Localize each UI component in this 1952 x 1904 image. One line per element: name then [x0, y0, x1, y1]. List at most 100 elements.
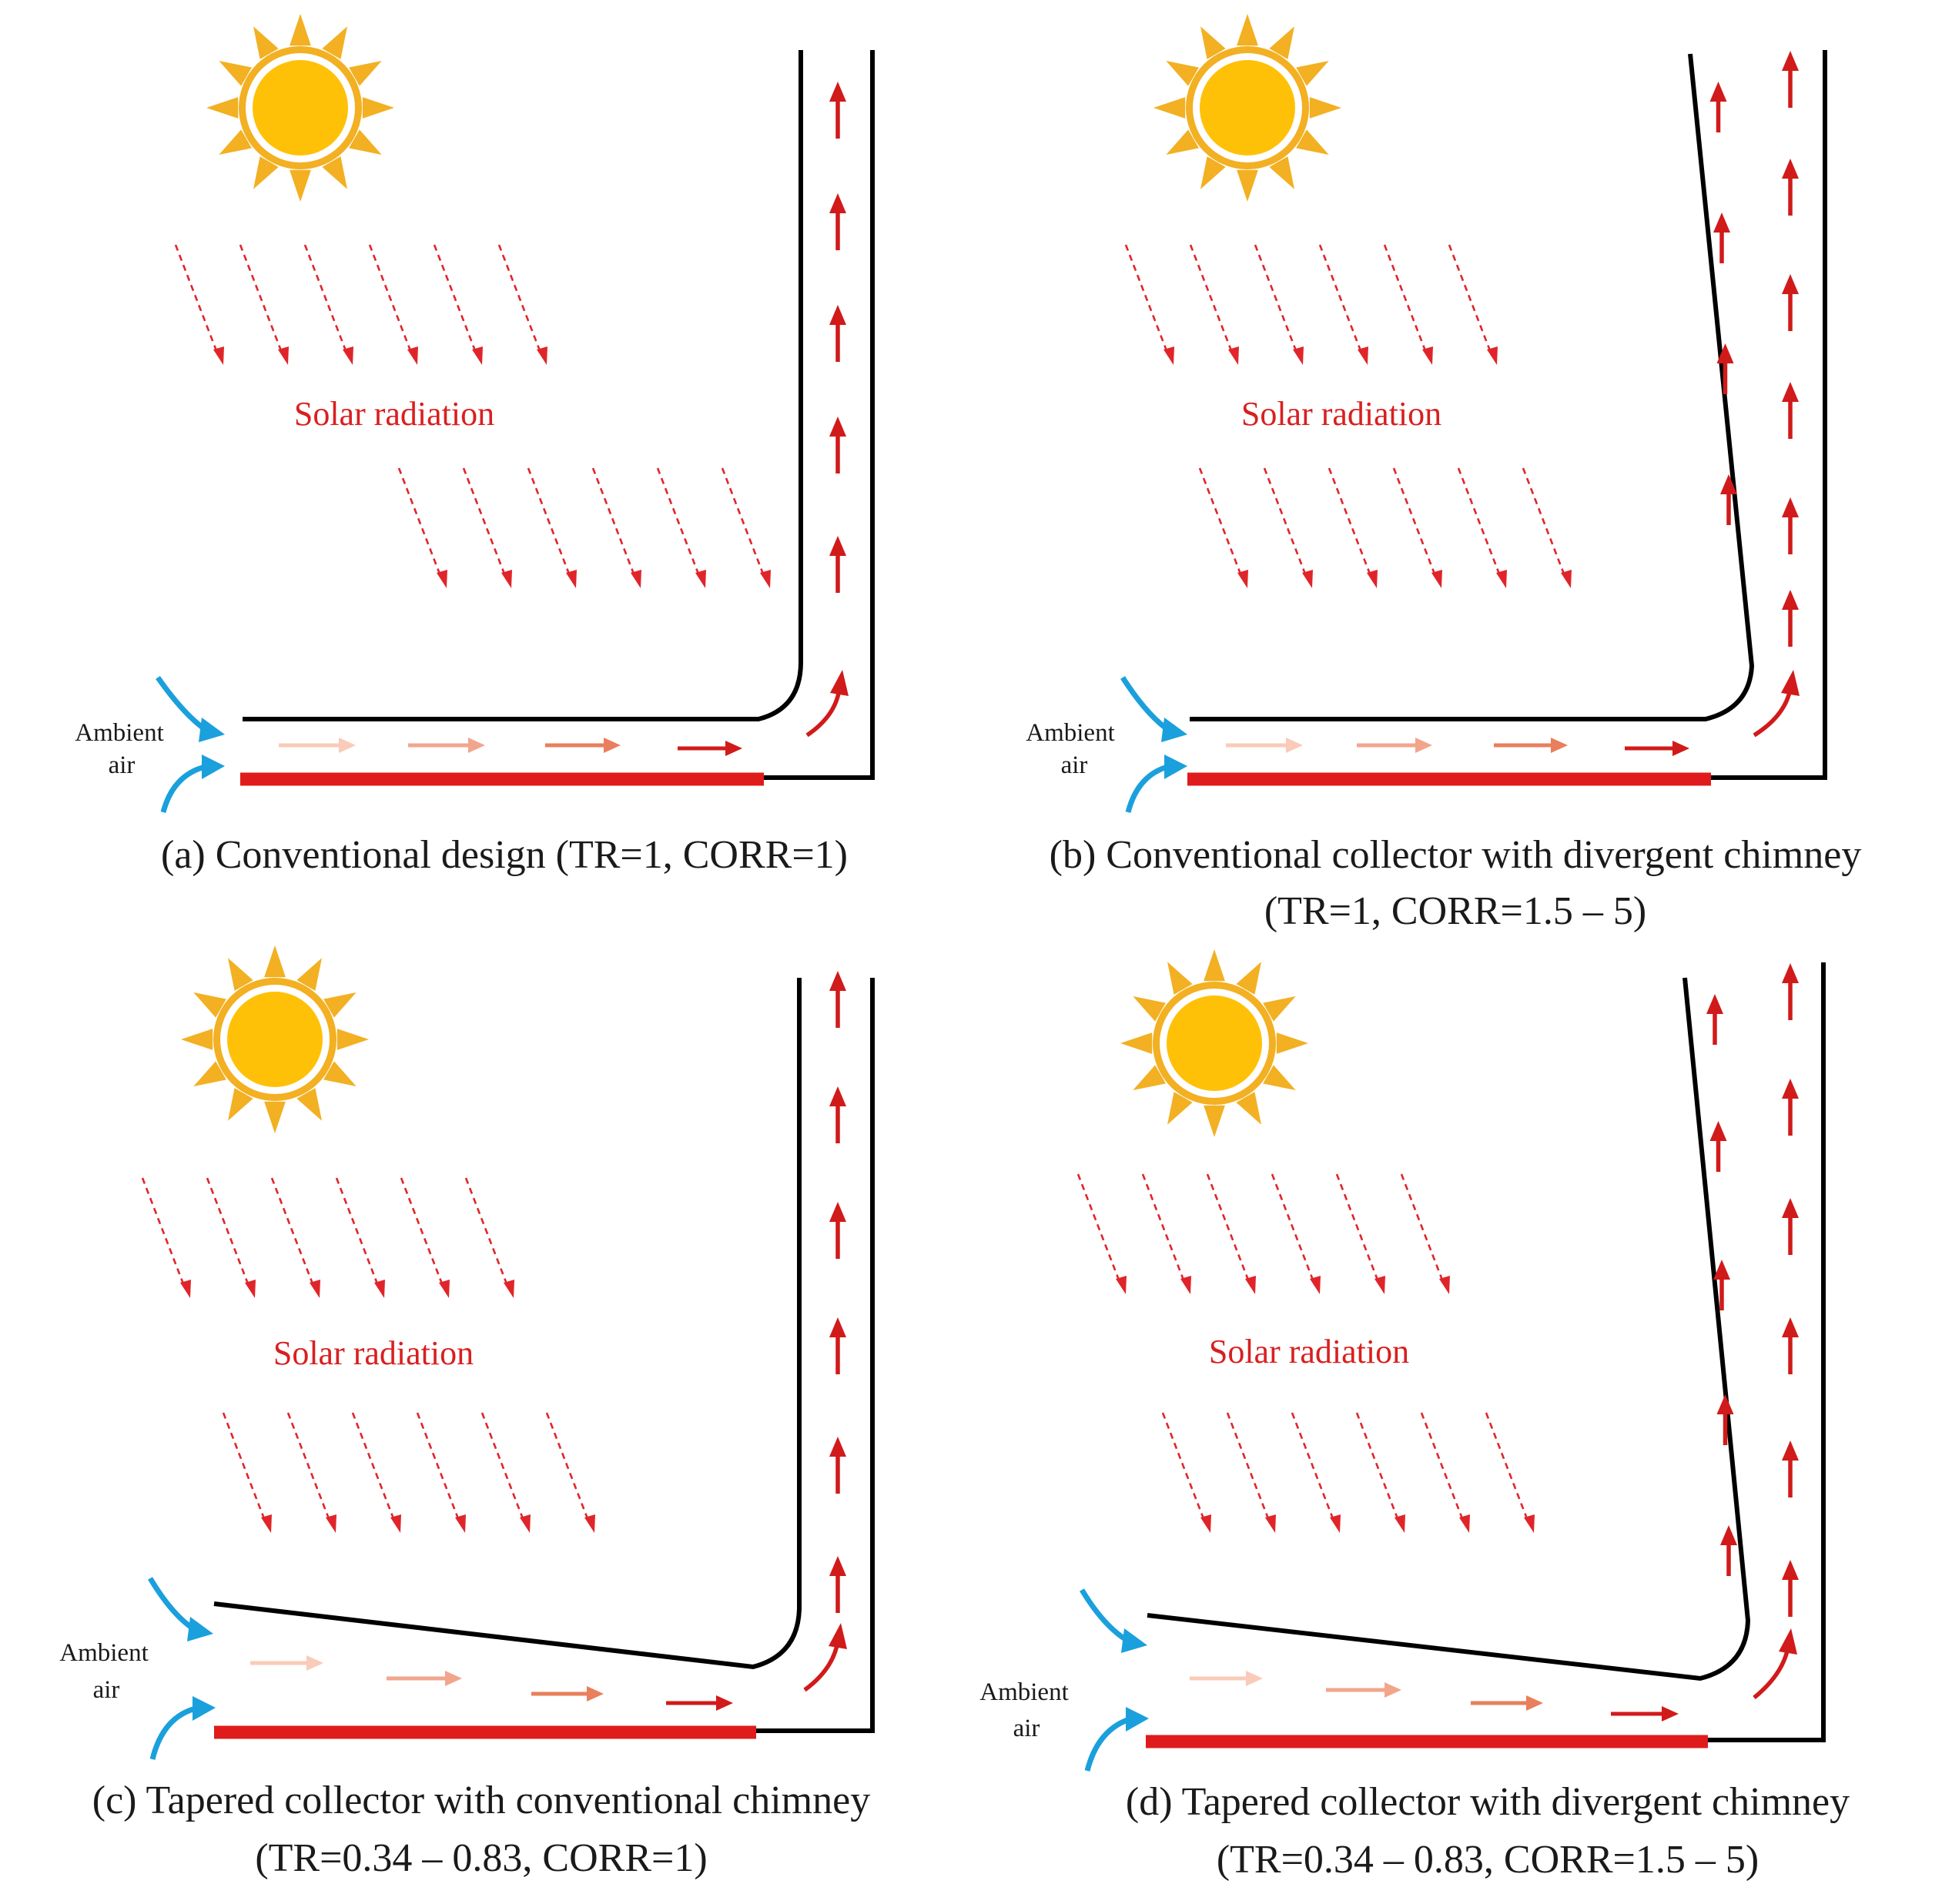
caption-line-1: (c) Tapered collector with conventional … — [92, 1779, 870, 1822]
radiation-arrow-icon — [1522, 467, 1566, 577]
ambient-air-label-2: air — [109, 751, 136, 779]
sun-ray — [206, 97, 239, 119]
sun-ray — [1309, 97, 1341, 119]
radiation-arrow-icon — [303, 244, 348, 353]
sun-ray — [1276, 1032, 1308, 1054]
radiation-arrow-icon — [1335, 1173, 1380, 1283]
sun-ray — [1167, 1092, 1193, 1125]
ambient-air-arrows — [1120, 676, 1187, 813]
panel-b: Solar radiation Ambient air (b) Conventi… — [1026, 14, 1861, 933]
sun-ray — [1263, 996, 1296, 1022]
collector-roof — [1147, 977, 1751, 1681]
sun-ray — [323, 992, 357, 1018]
chimney-outer-wall — [762, 50, 875, 780]
caption-line-1: (a) Conventional design (TR=1, CORR=1) — [161, 833, 848, 877]
ambient-air-label: Ambient — [59, 1639, 148, 1667]
ambient-air-arrows — [156, 675, 225, 813]
sun-core — [227, 992, 323, 1087]
radiation-arrow-icon — [527, 467, 571, 577]
radiation-arrow-icon — [1448, 244, 1492, 353]
sun-ray — [1204, 1105, 1225, 1137]
ambient-air-label: Ambient — [979, 1678, 1068, 1706]
panel-a: Solar radiation Ambient air (a) Conventi… — [75, 14, 875, 877]
ambient-air-arrows — [1079, 1588, 1149, 1772]
solar-radiation-label: Solar radiation — [1241, 395, 1441, 433]
ambient-air-label-2: air — [1013, 1715, 1040, 1742]
sun-ray — [1133, 996, 1166, 1022]
panel-d: Solar radiation Ambient air (d) Tapered … — [979, 949, 1850, 1882]
sun-ray — [1237, 169, 1258, 202]
sun-ray — [1263, 1065, 1296, 1090]
radiation-arrow-icon — [545, 1412, 590, 1521]
sun-ray — [1166, 61, 1199, 86]
chimney-up-arrows-right — [1782, 963, 1799, 1617]
sun-ray — [1153, 97, 1186, 119]
chimney-up-arrows-left — [1709, 82, 1737, 525]
sun-ray — [1269, 26, 1294, 59]
sun-ray — [228, 958, 253, 991]
radiation-arrow-icon — [1392, 467, 1437, 577]
sun-ray — [1133, 1065, 1166, 1090]
radiation-arrow-icon — [174, 244, 219, 353]
chimney-up-arrows — [829, 82, 846, 593]
sun-ray — [322, 26, 347, 59]
sun-ray — [264, 1101, 286, 1133]
panel-c: Solar radiation Ambient air (c) Tapered … — [59, 945, 875, 1880]
caption-line-2: (TR=0.34 – 0.83, CORR=1) — [255, 1836, 707, 1880]
radiation-arrow-icon — [591, 467, 636, 577]
radiation-arrow-icon — [1400, 1173, 1445, 1283]
sun-ray — [253, 156, 279, 189]
sun-ray — [322, 156, 347, 189]
chimney-outer-wall — [1706, 962, 1826, 1742]
ambient-air-label: Ambient — [75, 719, 163, 747]
sun-ray — [219, 129, 252, 155]
sun-icon — [1153, 14, 1341, 202]
collector-roof — [1190, 53, 1755, 721]
radiation-arrow-icon — [1198, 467, 1243, 577]
sun-ray — [219, 61, 252, 86]
caption-line-2: (TR=1, CORR=1.5 – 5) — [1264, 889, 1646, 933]
radiation-arrow-icon — [400, 1177, 444, 1287]
radiation-arrow-icon — [433, 244, 477, 353]
radiation-arrow-icon — [656, 467, 701, 577]
radiation-arrow-icon — [222, 1412, 266, 1521]
chimney-up-arrows — [829, 971, 846, 1613]
radiation-arrow-icon — [480, 1412, 525, 1521]
sun-ray — [362, 97, 394, 119]
radiation-arrow-icon — [286, 1412, 331, 1521]
sun-ray — [349, 129, 382, 155]
sun-ray — [1200, 156, 1226, 189]
solar-radiation-label: Solar radiation — [1209, 1333, 1409, 1370]
sun-ray — [1269, 156, 1294, 189]
radiation-arrows — [1076, 1173, 1535, 1533]
radiation-arrow-icon — [1271, 1173, 1315, 1283]
radiation-arrow-icon — [497, 244, 542, 353]
ambient-air-arrows — [147, 1577, 216, 1760]
airflow-arrows — [279, 670, 849, 756]
sun-ray — [296, 958, 322, 991]
sun-ray — [193, 992, 226, 1018]
sun-ray — [1236, 962, 1261, 995]
solar-radiation-label: Solar radiation — [294, 395, 494, 433]
sun-ray — [253, 26, 279, 59]
sun-ray — [181, 1029, 213, 1050]
chimney-up-arrows-right — [1782, 51, 1799, 647]
radiation-arrow-icon — [141, 1177, 186, 1287]
collector-roof — [213, 978, 802, 1670]
radiation-arrow-icon — [1328, 467, 1372, 577]
ambient-air-label: Ambient — [1026, 719, 1114, 747]
radiation-arrow-icon — [335, 1177, 380, 1287]
solar-radiation-label: Solar radiation — [273, 1334, 474, 1372]
radiation-arrow-icon — [351, 1412, 396, 1521]
caption-line-2: (TR=0.34 – 0.83, CORR=1.5 – 5) — [1217, 1838, 1759, 1882]
sun-ray — [1237, 14, 1258, 46]
sun-ray — [296, 1088, 322, 1121]
sun-core — [1167, 996, 1262, 1091]
radiation-arrow-icon — [462, 467, 507, 577]
sun-ray — [228, 1088, 253, 1121]
radiation-arrow-icon — [1485, 1412, 1529, 1521]
chimney-outer-wall — [755, 978, 875, 1733]
radiation-arrow-icon — [1457, 467, 1502, 577]
sun-ray — [1166, 129, 1199, 155]
